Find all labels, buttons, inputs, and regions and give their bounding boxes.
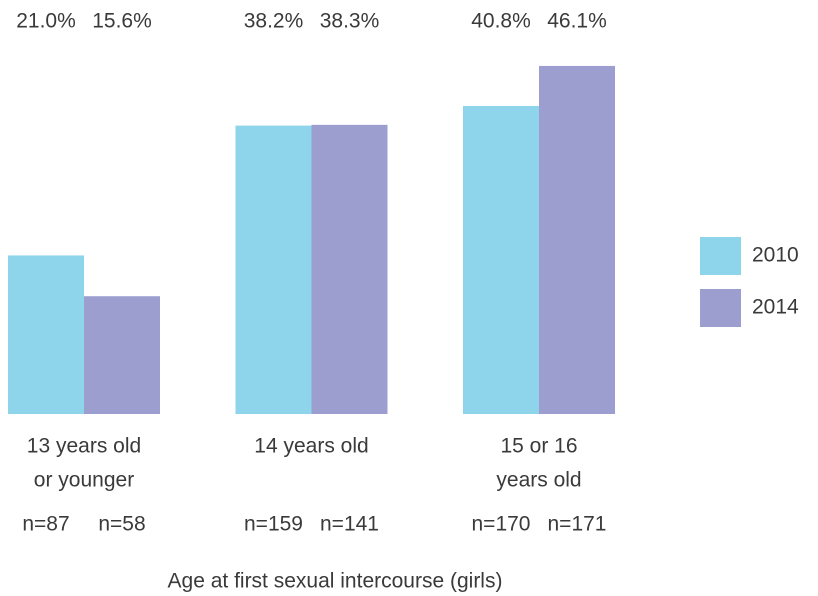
x-tick-label: 15 or 16	[500, 435, 577, 458]
bar	[311, 124, 388, 415]
legend-swatch	[700, 237, 741, 275]
legend-label: 2014	[752, 296, 799, 319]
value-label: 40.8%	[471, 10, 531, 33]
n-label: n=171	[548, 513, 607, 536]
bar	[235, 125, 312, 414]
bar	[8, 255, 84, 414]
bar	[539, 65, 615, 414]
bar	[463, 105, 539, 415]
n-label: n=58	[98, 513, 145, 536]
value-label: 46.1%	[547, 10, 607, 33]
bar	[84, 296, 160, 414]
x-tick-label: 14 years old	[254, 435, 368, 458]
x-tick-label: 13 years old	[27, 435, 141, 458]
legend-label: 2010	[752, 244, 799, 267]
n-label: n=170	[472, 513, 531, 536]
legend-swatch	[700, 289, 741, 327]
value-label: 15.6%	[92, 10, 152, 33]
n-label: n=141	[320, 513, 379, 536]
n-label: n=87	[22, 513, 69, 536]
x-tick-label: years old	[496, 469, 581, 492]
n-label: n=159	[244, 513, 303, 536]
value-label: 38.2%	[244, 10, 304, 33]
x-tick-label: or younger	[34, 469, 134, 492]
value-label: 38.3%	[320, 10, 380, 33]
value-label: 21.0%	[16, 10, 76, 33]
x-axis-title: Age at first sexual intercourse (girls)	[168, 570, 503, 593]
